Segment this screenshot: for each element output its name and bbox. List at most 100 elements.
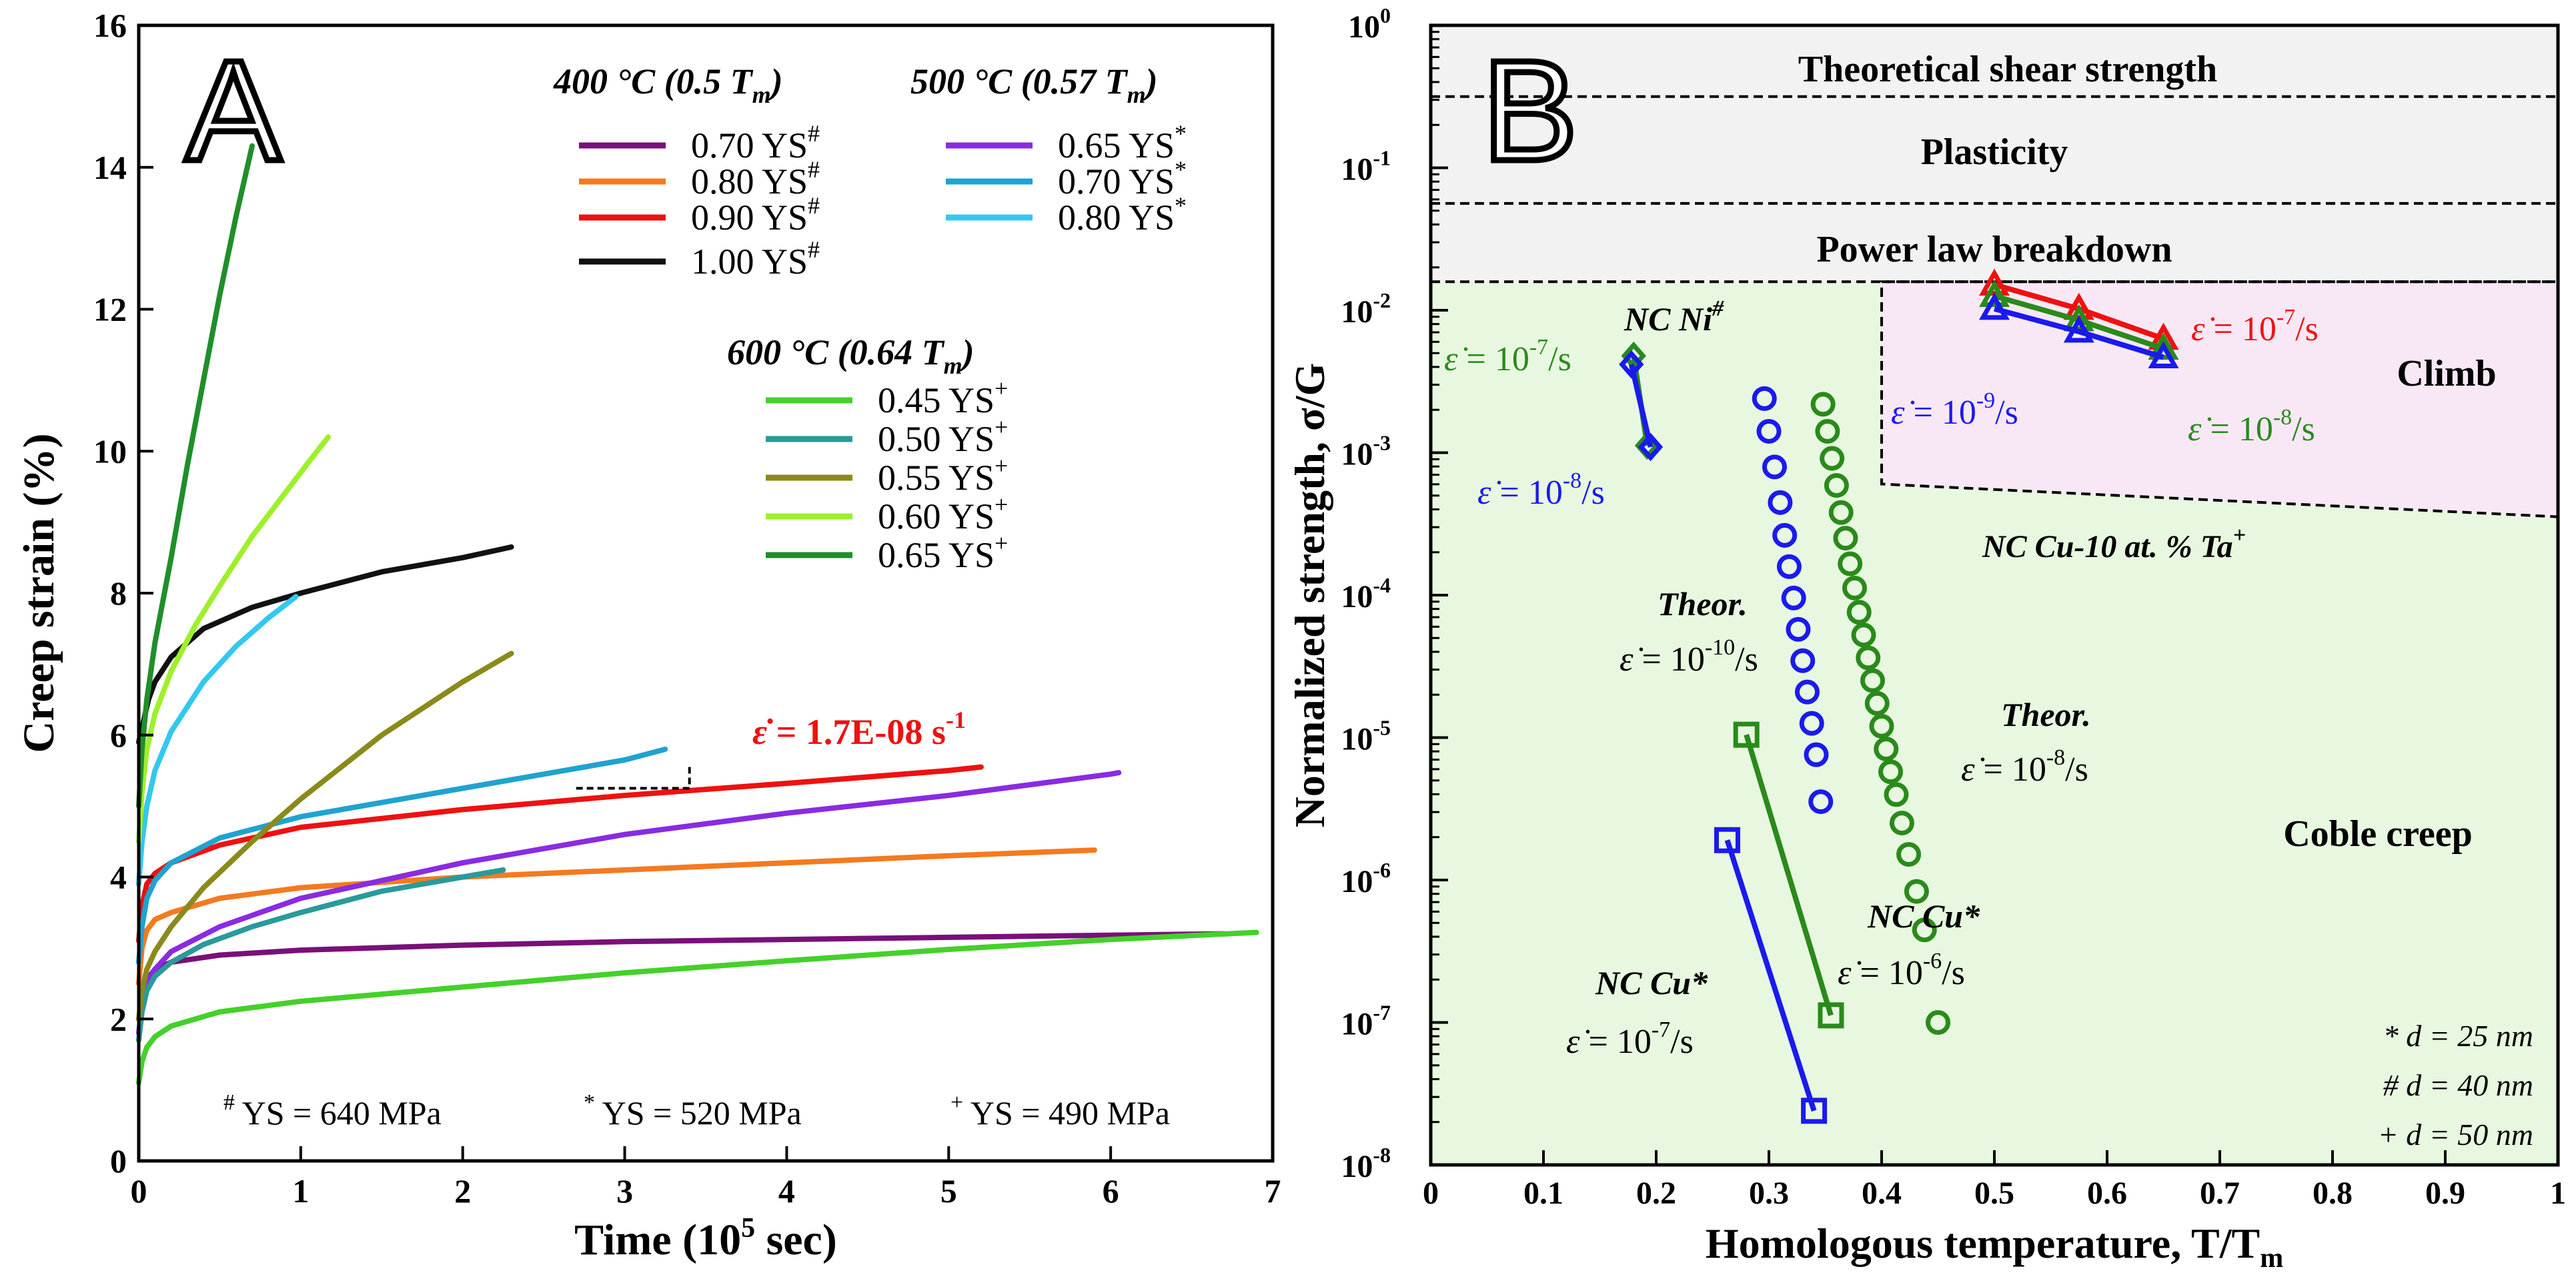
label-nc-cu-ta: NC Cu-10 at. % Ta+	[1982, 523, 2246, 564]
b-x-tick-label: 0.1	[1523, 1176, 1563, 1211]
legend-label-8: 0.50 YS+	[878, 414, 1008, 459]
data-point-theor-10-8-s-15	[1878, 759, 1904, 785]
data-point-theor-10-10-s-12	[1808, 789, 1834, 815]
b-y-tick-label: 10-5	[1341, 716, 1391, 757]
label-nc-cu-star-green: NC Cu*	[1867, 897, 1980, 935]
creep-curve-2-0-90-ys	[136, 764, 984, 944]
rate-label-cuta-green: ε̇ = 10-8/s	[2188, 405, 2315, 448]
a-x-tick-label: 6	[1103, 1172, 1119, 1210]
a-y-tick-label: 2	[110, 1000, 127, 1037]
rate-label-cu-star-green: ε̇ = 10-6/s	[1838, 949, 1965, 992]
b-y-tick-label: 10-8	[1341, 1143, 1391, 1184]
footnote-ys-520: * YS = 520 MPa	[584, 1090, 802, 1132]
series-nc-ni-blue	[1619, 350, 1664, 462]
panel-b-series-group	[1619, 268, 2179, 1124]
region-theoretical-shear-strength	[1431, 25, 2558, 97]
b-y-tick-label: 10-4	[1341, 573, 1391, 614]
data-point-theor-10-8-s-3	[1824, 473, 1849, 498]
a-x-tick-label: 5	[940, 1172, 957, 1210]
a-y-tick-label: 16	[93, 7, 127, 44]
data-point-theor-10-8-s-16	[1884, 782, 1909, 807]
data-point-nc-ni-blue-0	[1619, 350, 1644, 379]
region-label-climb: Climb	[2397, 353, 2496, 394]
b-x-tick-label: 0.5	[1974, 1176, 2014, 1211]
rate-label-cuta-blue: ε̇ = 10-9/s	[1891, 388, 2018, 432]
panel-b-ticks: 0 0.1 0.2 0.3 0.4 0.5 0.6 0.7 0.8 0.9 1 10-8 10-7 10-…	[1341, 3, 2566, 1211]
a-y-tick-label: 12	[93, 291, 127, 328]
data-point-nc-ni-blue-1	[1638, 432, 1664, 462]
creep-curve-8-0-50-ys	[136, 867, 506, 1043]
data-point-theor-10-10-s-3	[1768, 490, 1793, 515]
data-point-theor-10-8-s-13	[1869, 713, 1894, 739]
data-point-theor-10-10-s-0	[1752, 386, 1777, 411]
legend-title-500c: 500 °C (0.57 Tm)	[910, 61, 1158, 108]
data-point-theor-10-8-s-0	[1810, 392, 1836, 417]
panel-b-deformation-map: 0 0.1 0.2 0.3 0.4 0.5 0.6 0.7 0.8 0.9 1 10-8 10-7 10-…	[1286, 3, 2566, 1274]
panel-b-x-axis-label: Homologous temperature, T/Tm	[1706, 1220, 2283, 1274]
legend-label-4: 0.65 YS*	[1058, 120, 1187, 165]
series-line-nc-cu-10-6-s	[1744, 734, 1834, 1016]
a-x-tick-label: 0	[131, 1172, 147, 1210]
legend-label-7: 0.45 YS+	[878, 375, 1008, 420]
rate-label-ni-green: ε̇ = 10-7/s	[1444, 335, 1571, 378]
b-x-tick-label: 0.8	[2313, 1176, 2353, 1211]
creep-curve-7-0-45-ys	[136, 929, 1259, 1086]
grain-size-40nm: # d = 40 nm	[2383, 1068, 2533, 1102]
b-x-tick-label: 0	[1423, 1176, 1439, 1211]
data-point-theor-10-10-s-4	[1772, 522, 1798, 548]
legend-label-6: 0.80 YS*	[1058, 192, 1187, 238]
a-x-tick-label: 2	[454, 1172, 471, 1210]
data-point-theor-10-10-s-6	[1781, 585, 1806, 610]
legend-label-0: 0.70 YS#	[691, 120, 820, 165]
data-point-theor-10-8-s-7	[1842, 575, 1867, 600]
data-point-theor-10-8-s-10	[1856, 645, 1881, 671]
series-theor-10-8-s	[1810, 392, 1950, 1035]
rate-label-cu-star-blue: ε̇ = 10-7/s	[1566, 1017, 1694, 1061]
b-x-tick-label: 1	[2550, 1176, 2566, 1211]
series-line-nc-cu-10-7-s	[1724, 839, 1817, 1112]
series-theor-10-10-s	[1752, 386, 1834, 815]
panel-a-y-axis-label: Creep strain (%)	[15, 433, 63, 753]
legend-label-11: 0.65 YS+	[878, 530, 1008, 575]
legend-label-10: 0.60 YS+	[878, 491, 1008, 536]
data-point-theor-10-8-s-8	[1846, 600, 1872, 625]
b-y-tick-label: 10-3	[1341, 431, 1391, 472]
b-x-tick-label: 0.6	[2087, 1176, 2127, 1211]
panel-a-strain-rate-bracket	[576, 767, 691, 790]
label-nc-ni: NC Ni#	[1624, 296, 1724, 338]
data-point-nc-cu-10-at-ta-green-0	[1978, 280, 2010, 308]
a-x-tick-label: 4	[778, 1172, 795, 1210]
data-point-theor-10-8-s-5	[1833, 526, 1858, 551]
legend-label-2: 0.90 YS#	[691, 192, 820, 238]
data-point-nc-cu-10-at-ta-blue-2	[2148, 341, 2179, 368]
legend-title-600c: 600 °C (0.64 Tm)	[727, 332, 975, 379]
label-nc-cu-star-blue: NC Cu*	[1595, 964, 1708, 1001]
series-line-nc-cu-10-at-ta-blue	[1993, 306, 2164, 360]
series-nc-cu-10-6-s	[1733, 721, 1844, 1029]
creep-curve-1-0-80-ys	[136, 847, 1097, 987]
region-label-power-law-breakdown: Power law breakdown	[1816, 229, 2172, 270]
grain-size-25nm: * d = 25 nm	[2383, 1019, 2533, 1053]
data-point-theor-10-8-s-18	[1896, 842, 1922, 867]
b-y-tick-label: 10-7	[1341, 1001, 1391, 1042]
creep-curve-0-0-70-ys	[136, 931, 1227, 1022]
panel-a-series-group	[136, 143, 1259, 1086]
rate-label-theor-green: ε̇ = 10-8/s	[1961, 745, 2088, 789]
creep-curve-11-0-65-ys	[136, 143, 255, 809]
b-x-tick-label: 0.3	[1749, 1176, 1789, 1211]
data-point-theor-10-8-s-17	[1889, 811, 1914, 836]
panel-b-letter: B	[1482, 30, 1577, 191]
a-y-tick-label: 14	[93, 149, 127, 186]
data-point-theor-10-8-s-12	[1864, 691, 1890, 716]
data-point-nc-cu-10-at-ta-green-2	[2148, 332, 2179, 360]
creep-curve-3-1-00-ys	[136, 544, 514, 745]
a-y-tick-label: 0	[110, 1142, 127, 1180]
data-point-theor-10-10-s-11	[1804, 742, 1829, 767]
b-x-tick-label: 0.7	[2200, 1176, 2240, 1211]
rate-label-cuta-red: ε̇ = 10-7/s	[2191, 305, 2319, 348]
panel-b-regions	[1431, 25, 2559, 1165]
region-label-theoretical-shear: Theoretical shear strength	[1798, 49, 2217, 90]
panel-a-x-axis-label: Time (105 sec)	[574, 1213, 837, 1264]
